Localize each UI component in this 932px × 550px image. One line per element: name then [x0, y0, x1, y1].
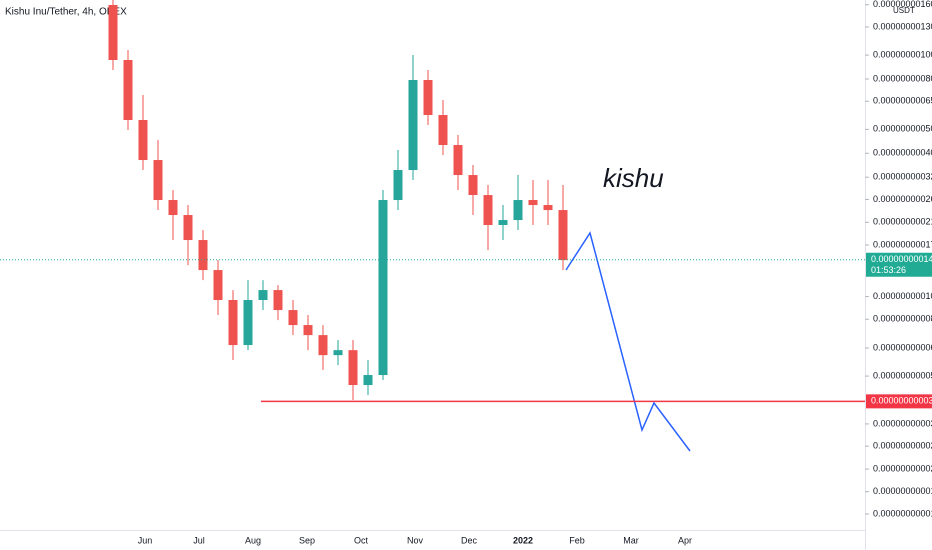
y-tick-label: 0.0000000013000	[873, 21, 932, 31]
candle-body	[453, 145, 463, 176]
y-tick-label: 0.0000000001700	[873, 239, 932, 249]
candle-body	[183, 215, 193, 241]
y-tick-label: 0.0000000000260	[873, 441, 932, 451]
projection-drawing	[565, 231, 691, 452]
candle-body	[108, 4, 118, 61]
annotation-text: kishu	[603, 163, 664, 193]
x-tick-label: Aug	[245, 535, 261, 545]
y-tick-label: 0.0000000016000	[873, 0, 932, 9]
candle-body	[348, 350, 358, 386]
candle-body	[123, 60, 133, 121]
y-tick-label: 0.0000000000138	[873, 508, 932, 518]
chart-title: Kishu Inu/Tether, 4h, OKEX	[5, 7, 127, 18]
candle-body	[198, 240, 208, 271]
candle-body	[408, 80, 418, 171]
y-tick-label: 0.0000000010000	[873, 49, 932, 59]
y-tick-label: 0.0000000000850	[873, 314, 932, 324]
candle-body	[363, 375, 373, 386]
x-tick-label: Sep	[299, 535, 315, 545]
y-tick-label: 0.0000000000320	[873, 418, 932, 428]
axis-unit: USDT	[893, 6, 915, 15]
x-tick-label: Mar	[623, 535, 639, 545]
x-tick-label: Oct	[354, 535, 369, 545]
y-tick-label: 0.0000000000210	[873, 463, 932, 473]
candle-body	[378, 200, 388, 376]
y-tick-label: 0.0000000000650	[873, 342, 932, 352]
x-tick-label: Dec	[461, 535, 478, 545]
x-tick-label: 2022	[513, 535, 533, 545]
candle-body	[468, 175, 478, 196]
y-tick-label: 0.0000000006500	[873, 96, 932, 106]
y-tick-label: 0.0000000000170	[873, 486, 932, 496]
candle-body	[558, 210, 568, 261]
x-tick-label: Feb	[569, 535, 585, 545]
candle-body	[288, 310, 298, 326]
y-tick-label: 0.0000000002100	[873, 217, 932, 227]
candle-body	[168, 200, 178, 216]
y-tick-label: 0.0000000003200	[873, 172, 932, 182]
candle-body	[258, 290, 268, 301]
y-tick-label: 0.0000000000500	[873, 370, 932, 380]
candle-body	[543, 205, 553, 211]
x-tick-label: Apr	[678, 535, 692, 545]
candle-body	[228, 300, 238, 346]
price-label: 0.0000000001481	[871, 254, 932, 264]
y-tick-label: 0.0000000001050	[873, 291, 932, 301]
countdown-label: 01:53:26	[871, 265, 906, 275]
candle-body	[243, 300, 253, 346]
candle-body	[498, 220, 508, 226]
x-tick-label: Jun	[138, 535, 153, 545]
level-label: 0.0000000000395	[871, 396, 932, 406]
x-tick-label: Jul	[193, 535, 205, 545]
y-tick-label: 0.0000000002600	[873, 194, 932, 204]
candle-body	[438, 115, 448, 146]
candle-body	[318, 335, 328, 356]
candle-body	[303, 325, 313, 336]
candle-body	[513, 200, 523, 221]
level-tag	[866, 394, 932, 409]
x-tick-label: Nov	[407, 535, 424, 545]
price-tag	[866, 252, 932, 277]
candle-body	[333, 350, 343, 356]
y-tick-label: 0.0000000004000	[873, 148, 932, 158]
candle-body	[138, 120, 148, 161]
candle-body	[153, 160, 163, 201]
candle-body	[213, 270, 223, 301]
candle-body	[528, 200, 538, 206]
candle-body	[423, 80, 433, 116]
candle-body	[483, 195, 493, 226]
y-tick-label: 0.0000000008000	[873, 73, 932, 83]
candle-body	[273, 290, 283, 311]
candle-body	[393, 170, 403, 201]
y-tick-label: 0.0000000005000	[873, 124, 932, 134]
